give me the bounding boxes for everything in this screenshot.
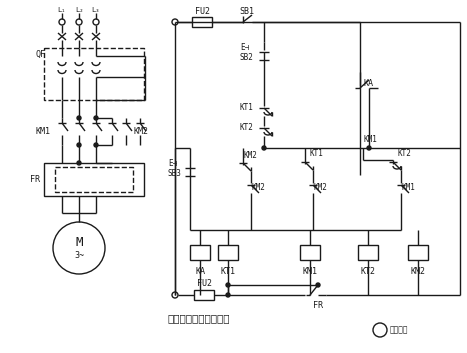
Text: KA: KA: [364, 79, 374, 89]
Text: E⊣: E⊣: [168, 160, 177, 168]
Text: KM1: KM1: [303, 268, 318, 276]
Circle shape: [94, 143, 98, 147]
Text: KM2: KM2: [133, 126, 148, 136]
Text: M: M: [75, 237, 83, 250]
Text: KM1: KM1: [402, 183, 416, 191]
Text: KM1: KM1: [363, 136, 377, 144]
Circle shape: [77, 161, 81, 165]
Text: KA: KA: [195, 268, 205, 276]
Bar: [55, 167, 133, 192]
Bar: [408, 245, 428, 260]
Text: KM2: KM2: [410, 268, 425, 276]
Text: KT1: KT1: [310, 150, 324, 158]
Circle shape: [226, 293, 230, 297]
Bar: [192, 17, 212, 27]
Text: FU2: FU2: [197, 280, 212, 288]
Text: E⊣: E⊣: [240, 42, 249, 52]
Text: KT2: KT2: [240, 124, 254, 132]
Circle shape: [367, 146, 371, 150]
Text: L₁: L₁: [58, 7, 66, 13]
Text: KT1: KT1: [220, 268, 235, 276]
Bar: [194, 290, 214, 300]
Bar: [44, 48, 144, 100]
Text: FU2: FU2: [194, 6, 210, 16]
Bar: [300, 245, 320, 260]
Circle shape: [316, 283, 320, 287]
Text: KM2: KM2: [314, 183, 328, 191]
Text: KM2: KM2: [252, 183, 266, 191]
Bar: [218, 245, 238, 260]
Text: SB3: SB3: [168, 168, 182, 178]
Circle shape: [262, 146, 266, 150]
Text: KM1: KM1: [35, 126, 50, 136]
Text: SB2: SB2: [240, 54, 254, 62]
Circle shape: [77, 143, 81, 147]
Text: L₃: L₃: [92, 7, 100, 13]
Text: FR: FR: [30, 175, 40, 185]
Text: 技成培训: 技成培训: [390, 325, 409, 335]
Text: SB1: SB1: [240, 7, 255, 17]
Text: KT1: KT1: [240, 103, 254, 113]
Circle shape: [226, 283, 230, 287]
Text: L₂: L₂: [75, 7, 83, 13]
Bar: [358, 245, 378, 260]
Circle shape: [77, 116, 81, 120]
Text: QF: QF: [36, 49, 46, 59]
Text: 定时自动循环控制电路: 定时自动循环控制电路: [167, 313, 229, 323]
Circle shape: [94, 116, 98, 120]
Text: FR: FR: [313, 300, 323, 310]
Text: KT2: KT2: [398, 150, 412, 158]
Text: 3~: 3~: [74, 251, 84, 261]
Text: KM2: KM2: [244, 150, 258, 160]
Bar: [190, 245, 210, 260]
Text: KT2: KT2: [361, 268, 375, 276]
Bar: [44, 163, 144, 196]
